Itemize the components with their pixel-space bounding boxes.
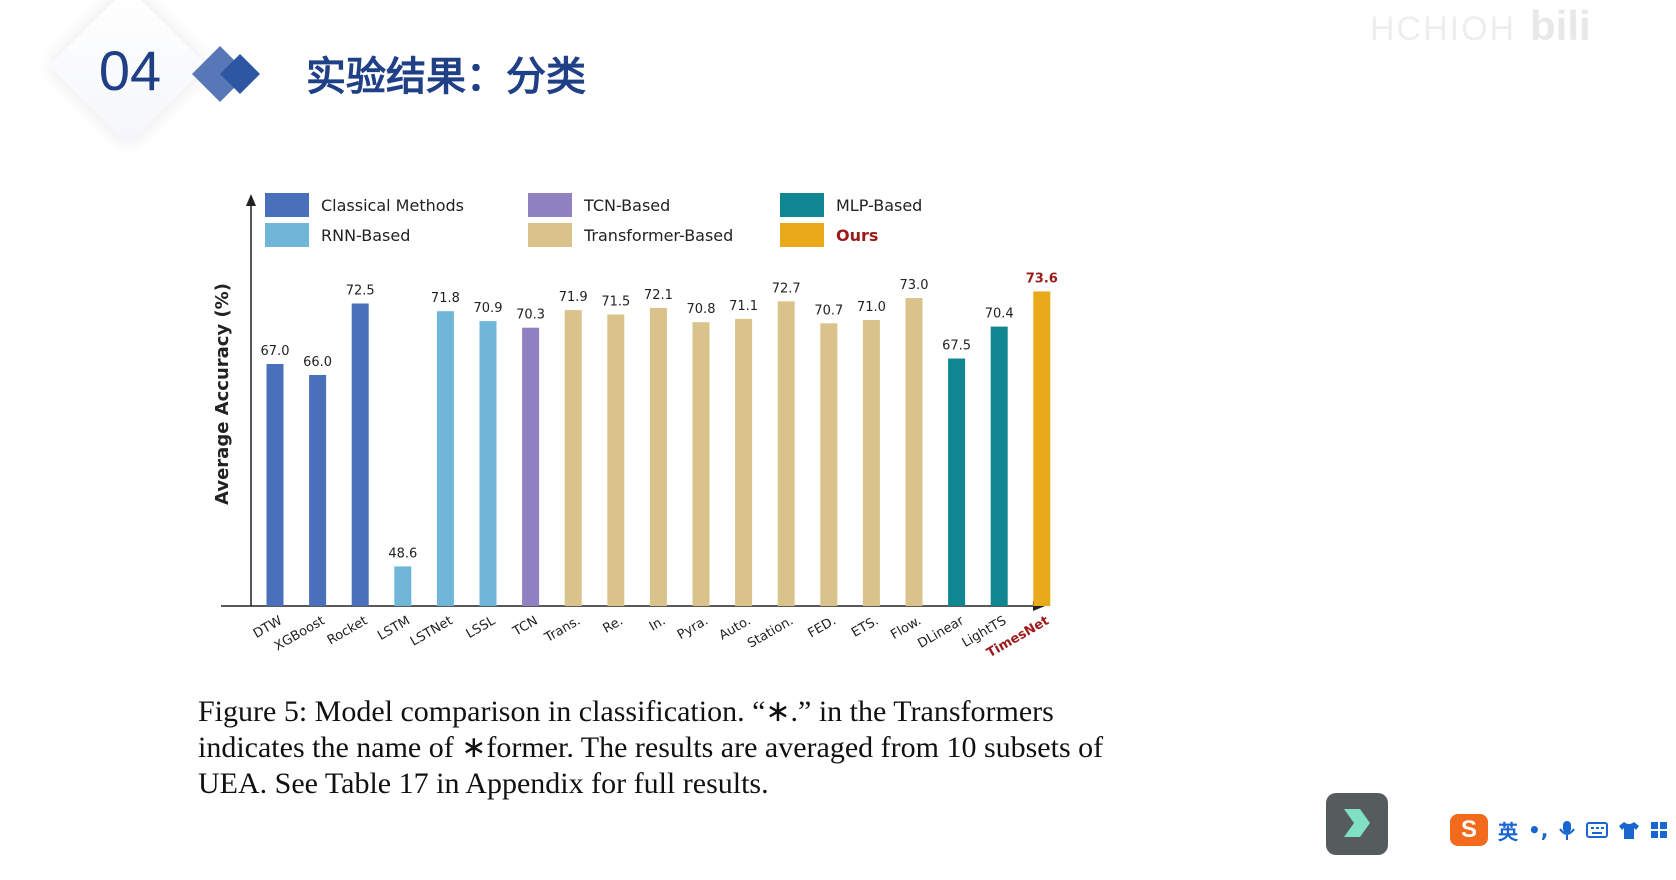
bar-DTW bbox=[266, 364, 284, 606]
sogou-ime-icon[interactable]: S bbox=[1450, 814, 1488, 846]
x-tick-label: Trans. bbox=[541, 613, 583, 646]
x-tick-label: Station. bbox=[745, 613, 796, 651]
x-tick-label: Pyra. bbox=[675, 613, 711, 642]
data-label: 67.0 bbox=[261, 344, 290, 359]
data-label: 71.0 bbox=[857, 300, 886, 315]
legend-swatch bbox=[265, 223, 309, 247]
floating-app-tile[interactable] bbox=[1326, 793, 1388, 855]
data-label: 70.3 bbox=[516, 308, 545, 323]
bar-Pyra. bbox=[692, 322, 710, 606]
x-tick-label: ETS. bbox=[849, 613, 881, 640]
x-tick-label: Re. bbox=[600, 613, 625, 636]
bar-FED. bbox=[820, 323, 838, 606]
watermark-text: HCHIOH bbox=[1370, 10, 1517, 48]
bar-LSSL bbox=[479, 321, 497, 606]
x-tick-label: TCN bbox=[510, 613, 541, 639]
bar-Auto. bbox=[735, 318, 753, 606]
legend-label: MLP-Based bbox=[836, 196, 922, 215]
slide-number: 04 bbox=[98, 39, 162, 102]
bar-LSTNet bbox=[436, 311, 454, 606]
bar-Rocket bbox=[351, 303, 369, 606]
data-label: 73.6 bbox=[1026, 271, 1058, 286]
microphone-icon[interactable] bbox=[1558, 819, 1576, 841]
x-tick-label: LSSL bbox=[464, 613, 499, 642]
keyboard-icon[interactable] bbox=[1586, 821, 1609, 839]
app-logo-icon bbox=[1344, 809, 1370, 837]
data-label: 72.7 bbox=[772, 281, 801, 296]
data-label: 72.5 bbox=[346, 284, 375, 299]
bar-Station. bbox=[777, 301, 795, 606]
data-label: 70.9 bbox=[474, 301, 503, 316]
legend-label: Transformer-Based bbox=[583, 226, 733, 245]
legend-label: TCN-Based bbox=[583, 196, 670, 215]
y-axis-arrow-icon bbox=[246, 194, 256, 206]
ime-punctuation-toggle[interactable]: •, bbox=[1528, 818, 1549, 842]
legend-swatch bbox=[780, 193, 824, 217]
legend-label: Ours bbox=[836, 226, 878, 245]
legend-swatch bbox=[265, 193, 309, 217]
bar-TCN bbox=[522, 327, 540, 606]
ime-toolbar: S 英 •, bbox=[1450, 812, 1676, 848]
x-tick-label: LSTNet bbox=[408, 613, 456, 649]
data-label: 70.8 bbox=[687, 302, 716, 317]
data-label: 70.4 bbox=[985, 307, 1014, 322]
bilibili-logo: bili bbox=[1530, 2, 1591, 49]
data-label: 72.1 bbox=[644, 288, 673, 303]
data-label: 71.1 bbox=[729, 299, 758, 314]
bar-Re. bbox=[607, 314, 625, 606]
bar-TimesNet bbox=[1033, 291, 1051, 606]
x-tick-label: Rocket bbox=[325, 613, 370, 648]
data-label: 71.8 bbox=[431, 291, 460, 306]
bar-DLinear bbox=[948, 358, 966, 606]
x-tick-label: DLinear bbox=[915, 613, 967, 652]
bar-ETS. bbox=[862, 320, 880, 606]
title-diamond-icon bbox=[192, 46, 260, 102]
legend-label: Classical Methods bbox=[321, 196, 464, 215]
legend-swatch bbox=[780, 223, 824, 247]
bar-LightTS bbox=[990, 326, 1008, 606]
data-label: 73.0 bbox=[900, 278, 929, 293]
data-label: 70.7 bbox=[814, 303, 843, 318]
bar-Flow. bbox=[905, 298, 923, 606]
bar-XGBoost bbox=[309, 375, 327, 606]
data-label: 48.6 bbox=[388, 546, 417, 561]
bar-chart: Average Accuracy (%) 67.0DTW66.0XGBoost72… bbox=[212, 193, 1058, 661]
ime-language-toggle[interactable]: 英 bbox=[1498, 819, 1518, 844]
toolbox-grid-icon[interactable] bbox=[1650, 821, 1668, 839]
legend-label: RNN-Based bbox=[321, 226, 410, 245]
y-axis-label: Average Accuracy (%) bbox=[212, 283, 233, 505]
x-tick-label: FED. bbox=[805, 613, 838, 641]
figure-caption: Figure 5: Model comparison in classifica… bbox=[198, 695, 1104, 800]
page-title: 实验结果：分类 bbox=[306, 54, 586, 100]
bar-LSTM bbox=[394, 566, 412, 606]
data-label: 71.5 bbox=[601, 295, 630, 310]
bar-Trans. bbox=[564, 310, 582, 606]
legend-swatch bbox=[528, 223, 572, 247]
data-label: 66.0 bbox=[303, 355, 332, 370]
x-tick-label: In. bbox=[647, 613, 669, 634]
legend-swatch bbox=[528, 193, 572, 217]
x-tick-label: LSTM bbox=[375, 613, 413, 643]
data-label: 71.9 bbox=[559, 290, 588, 305]
data-label: 67.5 bbox=[942, 339, 971, 354]
bar-In. bbox=[649, 307, 667, 606]
skin-shirt-icon[interactable] bbox=[1618, 820, 1640, 840]
